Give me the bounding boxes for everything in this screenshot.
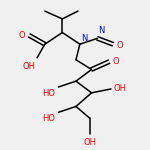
Text: OH: OH: [22, 62, 35, 71]
Text: O: O: [117, 41, 123, 50]
Text: N: N: [81, 34, 87, 43]
Text: HO: HO: [43, 89, 56, 98]
Text: O: O: [113, 57, 120, 66]
Text: OH: OH: [114, 84, 127, 93]
Text: O: O: [19, 31, 25, 40]
Text: HO: HO: [43, 114, 56, 123]
Text: N: N: [98, 26, 105, 35]
Text: OH: OH: [83, 138, 96, 147]
